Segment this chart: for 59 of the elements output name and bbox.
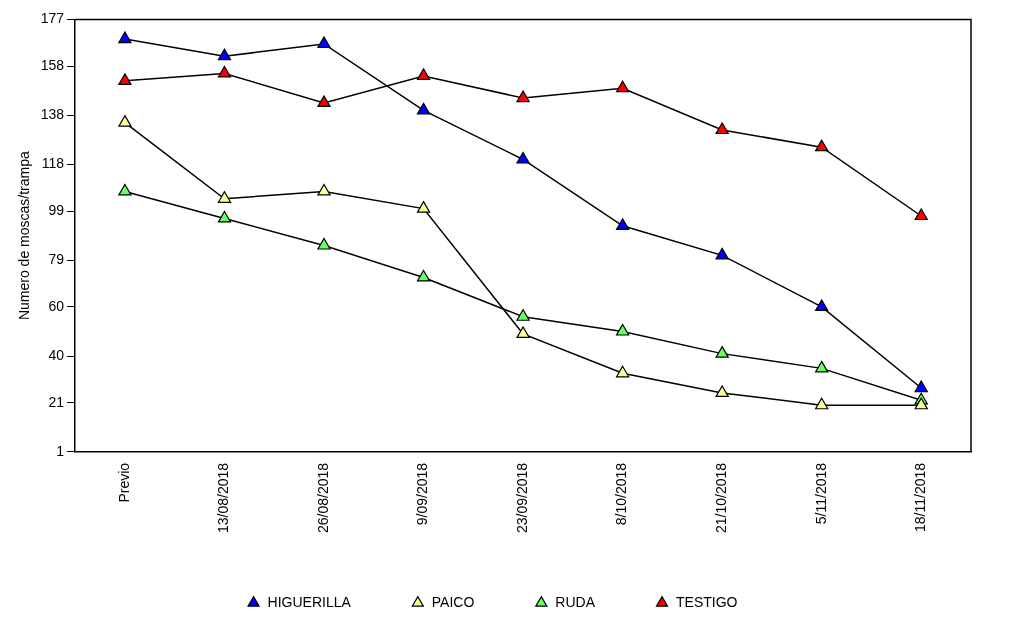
point bbox=[416, 269, 431, 282]
y-tick-label: 60 bbox=[48, 297, 65, 314]
y-tick-label: 79 bbox=[48, 251, 65, 268]
point bbox=[715, 385, 729, 398]
x-tick-label: 26/08/2018 bbox=[314, 462, 331, 534]
point bbox=[416, 201, 431, 213]
legend-label: TESTIGO bbox=[676, 593, 738, 610]
point bbox=[914, 397, 928, 410]
y-tick-label: 138 bbox=[40, 106, 65, 123]
point bbox=[815, 360, 829, 373]
point bbox=[715, 346, 729, 358]
point bbox=[914, 208, 928, 221]
y-axis-title: Numero de moscas/trampa bbox=[16, 151, 33, 321]
point bbox=[317, 237, 331, 250]
point bbox=[118, 115, 132, 127]
point bbox=[516, 151, 530, 164]
point bbox=[217, 48, 232, 61]
point bbox=[118, 31, 132, 44]
legend-label: RUDA bbox=[555, 593, 596, 610]
point bbox=[516, 326, 530, 339]
x-tick-label: 23/09/2018 bbox=[513, 462, 530, 534]
legend-label: HIGUERILLA bbox=[267, 593, 352, 610]
y-tick-label: 1 bbox=[56, 442, 65, 459]
point bbox=[615, 80, 630, 93]
point bbox=[217, 65, 232, 78]
point bbox=[217, 210, 232, 223]
point bbox=[416, 102, 431, 115]
legend-label: PAICO bbox=[431, 593, 475, 610]
x-tick-label: 18/11/2018 bbox=[912, 462, 929, 532]
point bbox=[815, 397, 829, 410]
y-tick-label: 158 bbox=[40, 56, 65, 73]
y-tick-label: 40 bbox=[48, 346, 65, 363]
point bbox=[715, 247, 729, 260]
point bbox=[914, 380, 928, 393]
point bbox=[317, 95, 331, 108]
x-tick-label: 5/11/2018 bbox=[812, 462, 829, 525]
point bbox=[615, 218, 630, 230]
y-tick-label: 21 bbox=[48, 393, 65, 410]
y-tick-label: 118 bbox=[41, 155, 65, 172]
point bbox=[317, 36, 331, 49]
point bbox=[516, 90, 530, 103]
y-tick-label: 177 bbox=[40, 10, 65, 27]
point bbox=[615, 365, 630, 378]
point bbox=[317, 183, 331, 196]
x-tick-label: Previo bbox=[115, 462, 132, 503]
x-tick-label: 8/10/2018 bbox=[613, 462, 630, 526]
point bbox=[615, 323, 630, 336]
x-tick-label: 9/09/2018 bbox=[414, 462, 431, 526]
point bbox=[815, 139, 829, 152]
point bbox=[217, 191, 232, 203]
point bbox=[416, 68, 431, 81]
point bbox=[118, 73, 132, 85]
y-tick-label: 99 bbox=[48, 201, 65, 218]
point bbox=[118, 183, 132, 196]
point bbox=[516, 309, 530, 321]
x-tick-label: 21/10/2018 bbox=[713, 462, 730, 534]
point bbox=[815, 299, 829, 312]
point bbox=[715, 122, 729, 135]
x-tick-label: 13/08/2018 bbox=[215, 462, 232, 534]
